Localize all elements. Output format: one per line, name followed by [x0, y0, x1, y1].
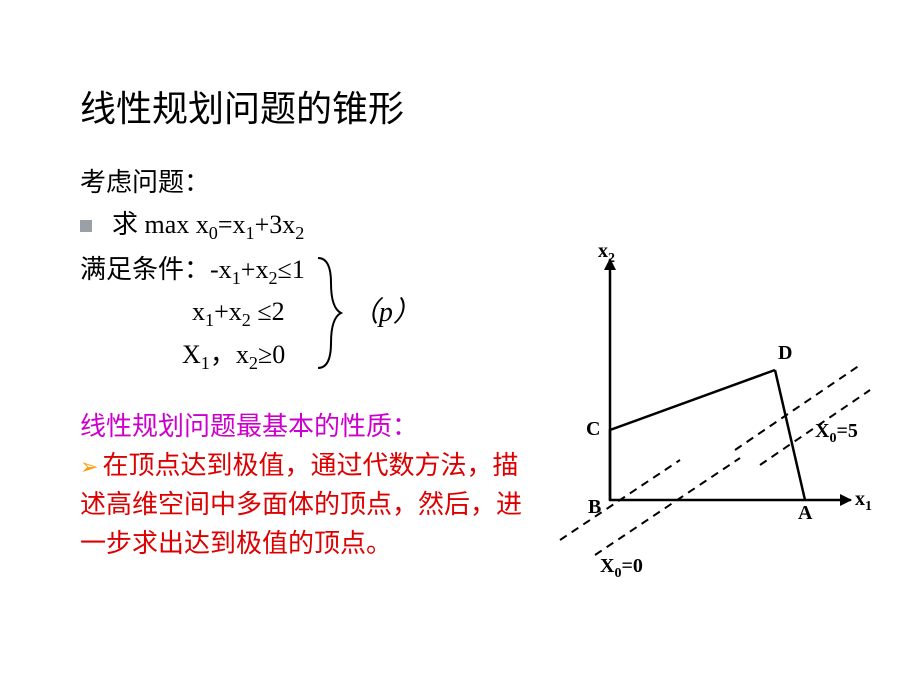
x0-0-b: X: [600, 555, 614, 577]
c1-r: ≤1: [278, 255, 305, 284]
c3-s1: 1: [201, 353, 210, 373]
c2-s2: 2: [242, 310, 251, 330]
sub-2a: 2: [295, 223, 304, 243]
property-block: 线性规划问题最基本的性质： ➢在顶点达到极值，通过代数方法，描述高维空间中多面体…: [80, 407, 540, 563]
x-axis-label: x1: [855, 488, 872, 515]
c2-s1: 1: [205, 310, 214, 330]
c3-r: ≥0: [258, 340, 285, 369]
c1-m: +x: [241, 255, 269, 284]
obj-part3: +3x: [255, 210, 296, 239]
point-d-label: D: [778, 342, 792, 365]
c3-s2: 2: [249, 353, 258, 373]
obj-part2: =x: [218, 210, 246, 239]
x-axis-base: x: [855, 488, 865, 510]
square-bullet-icon: [80, 220, 92, 232]
sub-1a: 1: [246, 223, 255, 243]
c1-l: -x: [210, 255, 232, 284]
point-c-label: C: [586, 418, 600, 441]
x0-0-r: =0: [621, 555, 642, 577]
y-axis-sub: 2: [608, 251, 615, 266]
constraint-3: X1，x2≥0: [80, 335, 305, 377]
point-b-label: B: [588, 496, 601, 519]
constraints-label: 满足条件：: [80, 255, 210, 284]
c3-l: X: [182, 340, 201, 369]
y-axis-base: x: [598, 240, 608, 262]
consider-label: 考虑问题：: [80, 162, 860, 204]
c1-s2: 2: [268, 268, 277, 288]
constraint-1: 满足条件：-x1+x2≤1: [80, 250, 305, 292]
x0-5-b: X: [815, 420, 829, 442]
objective-text: 求 max x0=x1+3x2: [112, 204, 304, 248]
p-label: （p）: [351, 291, 421, 336]
x-axis-sub: 1: [865, 499, 872, 514]
obj-part1: 求 max x: [112, 210, 209, 239]
curly-brace-icon: [313, 253, 343, 373]
c3-m: ，x: [210, 340, 249, 369]
c2-r: ≤2: [251, 297, 285, 326]
c2-l: x: [192, 297, 205, 326]
feasible-region-chart: x2 x1 A B C D X0=0 X0=5: [540, 240, 880, 580]
property-title: 线性规划问题最基本的性质：: [80, 407, 540, 446]
chart-svg: [540, 240, 880, 580]
property-body-text: 在顶点达到极值，通过代数方法，描述高维空间中多面体的顶点，然后，进一步求出达到极…: [80, 451, 522, 558]
slide-title: 线性规划问题的锥形: [80, 80, 860, 132]
sub-0: 0: [209, 223, 218, 243]
c2-m: +x: [214, 297, 242, 326]
c1-s1: 1: [232, 268, 241, 288]
y-axis-label: x2: [598, 240, 615, 267]
x0-5-label: X0=5: [815, 420, 858, 447]
point-a-label: A: [798, 502, 812, 525]
x0-0-label: X0=0: [600, 555, 643, 582]
arrow-bullet-icon: ➢: [80, 450, 98, 483]
x0-5-r: =5: [836, 420, 857, 442]
constraint-2: x1+x2 ≤2: [80, 292, 305, 334]
property-body: ➢在顶点达到极值，通过代数方法，描述高维空间中多面体的顶点，然后，进一步求出达到…: [80, 446, 540, 563]
